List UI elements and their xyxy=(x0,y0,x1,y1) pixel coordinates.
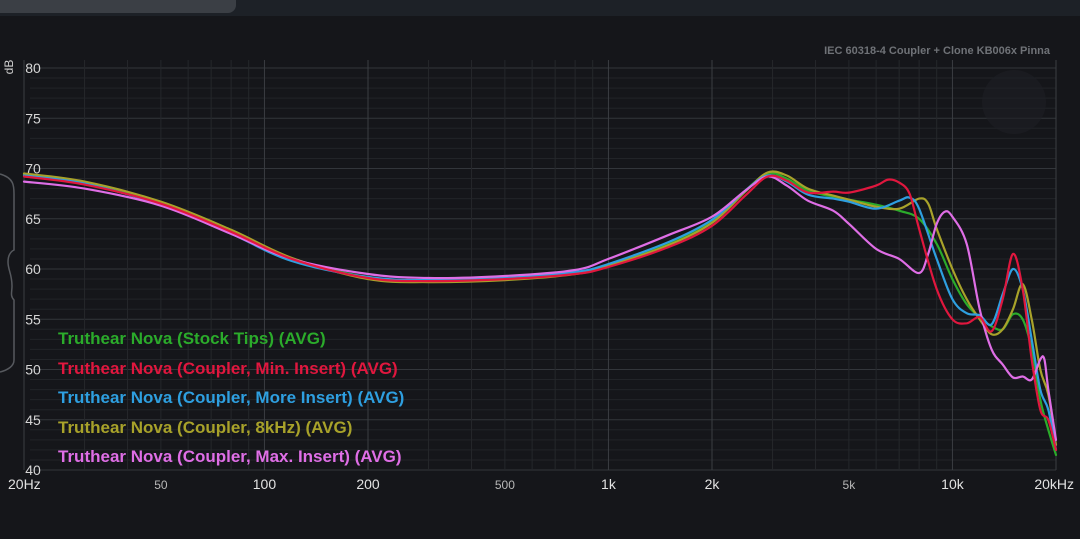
legend-entry: Truthear Nova (Stock Tips) (AVG) xyxy=(58,329,326,348)
series-line xyxy=(22,175,1058,441)
x-tick-label: 50 xyxy=(154,478,168,492)
y-tick-label: 50 xyxy=(25,362,41,378)
watermark-logo xyxy=(982,70,1046,134)
chart-title: IEC 60318-4 Coupler + Clone KB006x Pinna xyxy=(824,45,1051,57)
x-tick-label: 500 xyxy=(495,478,515,492)
x-tick-label: 20Hz xyxy=(8,476,41,492)
x-tick-label: 2k xyxy=(705,476,721,492)
legend-entry: Truthear Nova (Coupler, Min. Insert) (AV… xyxy=(58,358,398,378)
legend-entry: Truthear Nova (Coupler, 8kHz) (AVG) xyxy=(58,417,353,437)
chart-grid xyxy=(23,60,1057,471)
y-axis-label: dB xyxy=(2,60,16,75)
x-tick-label: 200 xyxy=(356,476,380,492)
y-tick-label: 80 xyxy=(25,60,41,76)
y-tick-label: 60 xyxy=(25,261,41,277)
frequency-response-chart: 80 75 70 65 60 55 50 45 40 20Hz 50 100 200 500 1k 2k 5k… xyxy=(0,45,1074,492)
chart-legend: Truthear Nova (Stock Tips) (AVG) Truthea… xyxy=(58,324,404,472)
y-tick-label: 55 xyxy=(25,311,41,327)
x-tick-label: 1k xyxy=(601,476,617,492)
left-slider-handle[interactable] xyxy=(0,173,15,373)
y-tick-label: 45 xyxy=(25,412,41,428)
chart-series xyxy=(22,170,1058,456)
x-tick-label: 100 xyxy=(253,476,277,492)
y-tick-label: 75 xyxy=(25,110,41,126)
series-line xyxy=(22,174,1058,451)
y-axis-ticks: 80 75 70 65 60 55 50 45 40 xyxy=(25,60,41,478)
x-tick-label: 10k xyxy=(941,476,965,492)
y-tick-label: 65 xyxy=(25,211,41,227)
x-tick-label: 20kHz xyxy=(1034,476,1074,492)
series-line xyxy=(22,170,1058,446)
legend-entry: Truthear Nova (Coupler, Max. Insert) (AV… xyxy=(58,447,402,466)
horizontal-scrollbar-thumb[interactable] xyxy=(0,0,236,13)
top-scroll-strip xyxy=(0,0,1080,16)
y-tick-label: 40 xyxy=(25,462,41,478)
legend-entry: Truthear Nova (Coupler, More Insert) (AV… xyxy=(58,388,405,407)
bottom-cut-off-area xyxy=(0,522,1080,539)
x-tick-label: 5k xyxy=(843,478,857,492)
y-tick-label: 70 xyxy=(25,161,41,177)
x-axis-ticks: 20Hz 50 100 200 500 1k 2k 5k 10k 20kHz xyxy=(8,476,1074,492)
